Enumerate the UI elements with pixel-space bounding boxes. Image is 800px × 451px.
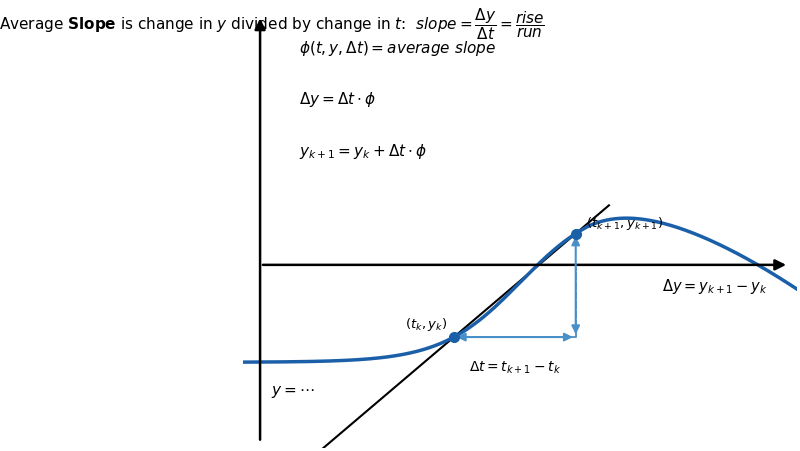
Text: $\phi(t, y, \Delta t) = average\ slope$: $\phi(t, y, \Delta t) = average\ slope$	[299, 38, 496, 57]
Text: $(t_k, y_k)$: $(t_k, y_k)$	[405, 316, 447, 333]
Text: $y_{k+1} = y_k + \Delta t \cdot \phi$: $y_{k+1} = y_k + \Delta t \cdot \phi$	[299, 142, 426, 161]
Text: $\Delta y = \Delta t \cdot \phi$: $\Delta y = \Delta t \cdot \phi$	[299, 90, 376, 109]
Text: $y = \cdots$: $y = \cdots$	[271, 383, 314, 399]
Text: $(t_{k+1}, y_{k+1})$: $(t_{k+1}, y_{k+1})$	[586, 214, 662, 231]
Text: Average $\mathbf{Slope}$ is change in $y$ divided by change in $t$:  $slope = \d: Average $\mathbf{Slope}$ is change in $y…	[0, 6, 545, 42]
Text: $\Delta t = t_{k+1} - t_k$: $\Delta t = t_{k+1} - t_k$	[469, 359, 561, 375]
Text: $\Delta y = y_{k+1} - y_k$: $\Delta y = y_{k+1} - y_k$	[662, 276, 767, 295]
